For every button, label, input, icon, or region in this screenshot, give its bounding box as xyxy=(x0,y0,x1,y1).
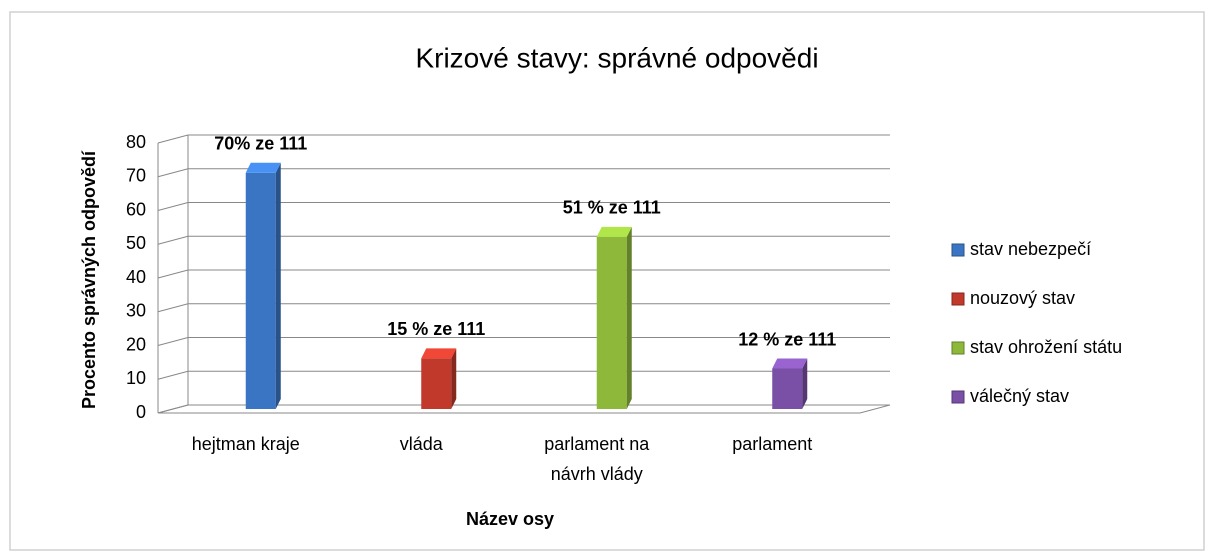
legend-label: nouzový stav xyxy=(970,288,1075,308)
bar-side xyxy=(802,358,808,409)
y-tick-label: 80 xyxy=(126,132,146,152)
bar-side xyxy=(275,162,281,409)
bar-top xyxy=(772,358,808,369)
grid-line-side xyxy=(157,202,189,211)
y-tick-label: 0 xyxy=(136,402,146,422)
grid-line-side xyxy=(157,370,189,380)
legend-swatch xyxy=(951,390,965,404)
y-tick-label: 70 xyxy=(126,166,146,186)
x-tick-label: hejtman kraje xyxy=(192,434,300,454)
legend-label: válečný stav xyxy=(970,386,1069,406)
y-tick-label: 60 xyxy=(126,199,146,219)
bar-side xyxy=(626,226,632,409)
data-label: 51 % ze 111 xyxy=(563,198,661,218)
y-tick-label: 50 xyxy=(126,233,146,253)
grid-line-side xyxy=(157,168,189,178)
chart-title: Krizové stavy: správné odpovědi xyxy=(415,42,818,73)
bar-top xyxy=(245,162,281,173)
x-tick-label: parlament xyxy=(732,434,812,454)
x-tick-label: parlament na návrh vlády xyxy=(544,434,650,484)
grid-line-side xyxy=(157,404,189,414)
x-tick-label: vláda xyxy=(400,434,444,454)
grid-line-side xyxy=(157,337,189,346)
y-tick-label: 10 xyxy=(126,368,146,388)
bar xyxy=(421,358,452,409)
bar-top xyxy=(421,348,457,359)
bar xyxy=(245,172,276,409)
y-tick-label: 40 xyxy=(126,267,146,287)
y-axis-label: Procento správných odpovědí xyxy=(79,150,99,409)
y-tick-label: 20 xyxy=(126,334,146,354)
data-label: 15 % ze 111 xyxy=(387,319,485,339)
y-tick-label: 30 xyxy=(126,301,146,321)
grid-line-side xyxy=(157,303,189,313)
legend-swatch xyxy=(951,243,965,257)
bar xyxy=(596,236,627,409)
grid-line-side xyxy=(157,269,189,279)
bar xyxy=(772,368,803,409)
bar-side xyxy=(451,348,457,409)
legend-swatch xyxy=(951,341,965,355)
legend-swatch xyxy=(951,292,965,306)
legend-label: stav ohrožení státu xyxy=(970,337,1122,357)
bar-top xyxy=(596,226,632,237)
data-label: 70% ze 111 xyxy=(214,134,307,154)
grid-line-side xyxy=(157,134,189,144)
legend-label: stav nebezpečí xyxy=(970,239,1091,259)
x-axis-label: Název osy xyxy=(466,509,554,529)
data-label: 12 % ze 111 xyxy=(738,329,836,349)
grid-line-side xyxy=(157,235,189,245)
